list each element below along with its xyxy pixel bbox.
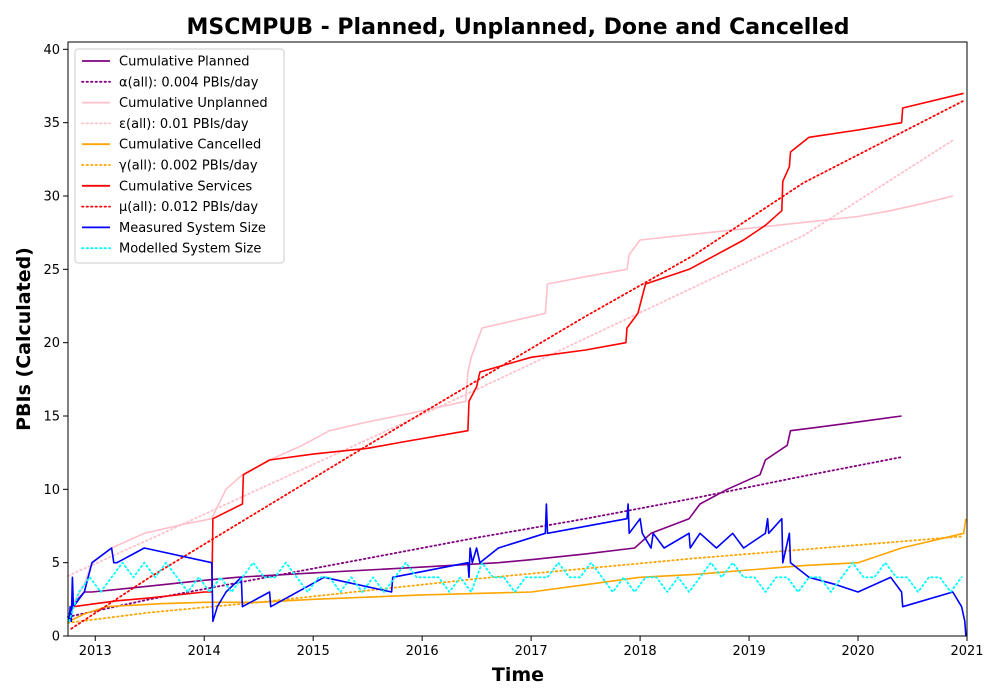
plot-frame bbox=[67, 41, 968, 637]
y-tick-label: 0 bbox=[52, 630, 60, 645]
series-line-9-measured-system-size bbox=[68, 503, 967, 637]
x-tick-label: 2015 bbox=[297, 644, 330, 659]
y-tick-label: 25 bbox=[43, 263, 60, 278]
x-tick-label: 2020 bbox=[841, 644, 874, 659]
y-axis-label: PBIs (Calculated) bbox=[13, 247, 35, 431]
legend-label-2: α(all): 0.004 PBIs/day bbox=[119, 75, 259, 90]
series-layer bbox=[67, 92, 967, 637]
series-line-2-all-0-004-pbis-day bbox=[67, 456, 903, 618]
legend-label-7: Cumulative Services bbox=[119, 179, 252, 194]
ticks-layer: 2013 2014 2015 2016 2017 2018 2019 2020 20210510… bbox=[43, 43, 983, 659]
series-line-6-all-0-002-pbis-day bbox=[67, 535, 965, 624]
x-axis-label: Time bbox=[492, 664, 544, 686]
legend: Cumulative Planned α(all): 0.004 PBIs/day… bbox=[74, 48, 285, 264]
series-line-10-modelled-system-size bbox=[68, 561, 963, 623]
legend-label-5: Cumulative Cancelled bbox=[119, 138, 261, 153]
legend-label-6: γ(all): 0.002 PBIs/day bbox=[119, 159, 258, 174]
y-tick-label: 20 bbox=[43, 336, 60, 351]
x-tick-label: 2021 bbox=[950, 644, 983, 659]
legend-label-4: ε(all): 0.01 PBIs/day bbox=[119, 117, 249, 132]
legend-label-9: Measured System Size bbox=[119, 221, 266, 236]
legend-frame bbox=[74, 48, 285, 264]
series-line-1-cumulative-planned bbox=[68, 415, 902, 622]
x-tick-label: 2017 bbox=[515, 644, 548, 659]
series-line-3-cumulative-unplanned bbox=[68, 195, 953, 615]
x-tick-label: 2016 bbox=[406, 644, 439, 659]
y-tick-label: 35 bbox=[43, 116, 60, 131]
x-tick-label: 2013 bbox=[79, 644, 112, 659]
x-tick-label: 2019 bbox=[733, 644, 766, 659]
legend-label-3: Cumulative Unplanned bbox=[119, 96, 268, 111]
series-line-4-all-0-01-pbis-day bbox=[67, 139, 954, 577]
legend-label-8: μ(all): 0.012 PBIs/day bbox=[119, 200, 258, 215]
y-tick-label: 10 bbox=[43, 483, 60, 498]
series-line-5-cumulative-cancelled bbox=[68, 518, 967, 623]
legend-label-1: Cumulative Planned bbox=[119, 55, 249, 70]
x-tick-label: 2014 bbox=[188, 644, 221, 659]
y-tick-label: 15 bbox=[43, 410, 60, 425]
series-line-8-all-0-012-pbis-day bbox=[70, 99, 965, 630]
y-tick-label: 30 bbox=[43, 190, 60, 205]
y-tick-label: 5 bbox=[52, 556, 60, 571]
chart-title: MSCMPUB - Planned, Unplanned, Done and C… bbox=[186, 15, 849, 40]
x-tick-label: 2018 bbox=[624, 644, 657, 659]
legend-label-10: Modelled System Size bbox=[119, 242, 261, 257]
y-tick-label: 40 bbox=[43, 43, 60, 58]
